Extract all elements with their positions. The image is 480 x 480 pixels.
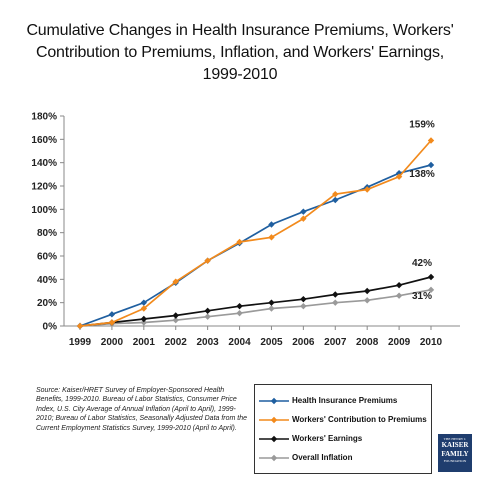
- data-point: [172, 316, 179, 324]
- data-point: [236, 302, 243, 310]
- data-point: [300, 208, 307, 215]
- data-point: [363, 287, 371, 295]
- x-tick-label: 1999: [69, 337, 92, 348]
- data-point: [140, 315, 148, 323]
- chart-labels-layer: 138% 159% 42% 31%: [409, 120, 435, 302]
- y-tick-label: 60%: [37, 252, 57, 263]
- x-tick-label: 2001: [133, 337, 156, 348]
- data-point: [140, 305, 148, 312]
- legend-label-overall-inflation: Overall Inflation: [292, 453, 353, 462]
- data-point: [108, 319, 116, 326]
- chart-series-layer: [76, 137, 435, 330]
- logo-line-4: FOUNDATION: [443, 459, 467, 463]
- data-point: [300, 302, 307, 310]
- end-label-series-1: 159%: [409, 120, 435, 131]
- data-point: [268, 299, 275, 306]
- x-tick-label: 2003: [197, 337, 220, 348]
- chart-axes: 0% 20% 40% 60% 80% 100% 120% 140% 160% 180% 1999 20…: [31, 112, 460, 348]
- x-tick-label: 2000: [101, 337, 124, 348]
- series-line-2: [79, 276, 432, 327]
- y-tick-label: 160%: [31, 135, 57, 146]
- data-point: [395, 292, 403, 299]
- data-point: [204, 313, 211, 320]
- legend-item-overall-inflation: Overall Inflation: [259, 448, 431, 467]
- x-tick-label: 2005: [260, 337, 283, 348]
- kff-logo: THE HENRY J. KAISER FAMILY FOUNDATION: [438, 434, 472, 472]
- data-point: [427, 273, 435, 281]
- data-point: [332, 299, 339, 306]
- legend-label-workers-contribution: Workers' Contribution to Premiums: [292, 415, 427, 424]
- data-point: [236, 238, 243, 246]
- x-tick-label: 2004: [228, 337, 251, 348]
- legend-item-health-insurance-premiums: Health Insurance Premiums: [259, 391, 431, 410]
- data-point: [140, 299, 148, 306]
- y-tick-label: 180%: [31, 112, 57, 123]
- legend-label-workers-earnings: Workers' Earnings: [292, 434, 363, 443]
- data-point: [140, 319, 148, 326]
- logo-line-1: THE HENRY J.: [443, 437, 467, 441]
- legend-item-workers-earnings: Workers' Earnings: [259, 429, 431, 448]
- chart-title-line-2: Contribution to Premiums, Inflation, and…: [35, 44, 445, 61]
- y-tick-label: 140%: [31, 158, 57, 169]
- data-point: [268, 221, 275, 228]
- y-tick-label: 0%: [43, 322, 58, 333]
- chart-title-line-1: Cumulative Changes in Health Insurance P…: [26, 22, 454, 39]
- series-line-3: [79, 288, 432, 327]
- chart-title-line-3: 1999-2010: [202, 66, 278, 83]
- y-tick-label: 40%: [37, 275, 57, 286]
- series-line-0: [79, 164, 432, 327]
- chart-title: Cumulative Changes in Health Insurance P…: [10, 20, 470, 86]
- data-point: [300, 295, 307, 303]
- end-label-series-2: 42%: [412, 258, 432, 269]
- y-tick-label: 80%: [37, 228, 57, 239]
- legend-item-workers-contribution: Workers' Contribution to Premiums: [259, 410, 431, 429]
- data-point: [172, 312, 179, 319]
- x-tick-label: 2007: [324, 337, 347, 348]
- data-point: [395, 281, 403, 289]
- data-point: [332, 190, 339, 198]
- x-tick-label: 2006: [292, 337, 315, 348]
- x-tick-label: 2002: [165, 337, 188, 348]
- data-point: [363, 186, 371, 193]
- data-point: [172, 278, 179, 285]
- data-point: [427, 161, 435, 169]
- data-point: [76, 322, 84, 330]
- logo-line-3: FAMILY: [441, 450, 469, 458]
- data-point: [268, 234, 275, 241]
- end-label-series-0: 138%: [409, 169, 435, 180]
- data-point: [268, 305, 275, 312]
- data-point: [427, 137, 435, 144]
- data-point: [395, 173, 403, 180]
- legend-label-health-insurance-premiums: Health Insurance Premiums: [292, 396, 398, 405]
- source-note: Source: Kaiser/HRET Survey of Employer-S…: [36, 387, 248, 432]
- legend-swatch-overall-inflation: [259, 454, 289, 461]
- data-point: [300, 215, 307, 222]
- line-chart: 0% 20% 40% 60% 80% 100% 120% 140% 160% 180% 1999 20…: [31, 112, 460, 348]
- legend-swatch-workers-contribution: [259, 416, 289, 423]
- data-point: [332, 196, 339, 204]
- data-point: [204, 307, 211, 315]
- data-point: [236, 309, 243, 317]
- data-point: [204, 257, 211, 264]
- logo-line-2: KAISER: [441, 441, 469, 449]
- x-tick-label: 2009: [388, 337, 411, 348]
- y-tick-label: 120%: [31, 182, 57, 193]
- y-tick-label: 100%: [31, 205, 57, 216]
- data-point: [427, 286, 435, 294]
- y-tick-label: 20%: [37, 298, 57, 309]
- data-point: [363, 297, 371, 304]
- end-label-series-3: 31%: [412, 291, 432, 302]
- data-point: [332, 291, 339, 298]
- legend-swatch-workers-earnings: [259, 435, 289, 442]
- data-point: [108, 311, 116, 318]
- legend-swatch-health-insurance-premiums: [259, 397, 289, 404]
- series-line-1: [79, 139, 432, 327]
- chart-legend: Health Insurance Premiums Workers' Contr…: [254, 384, 432, 474]
- x-tick-label: 2008: [356, 337, 379, 348]
- x-tick-label: 2010: [420, 337, 443, 348]
